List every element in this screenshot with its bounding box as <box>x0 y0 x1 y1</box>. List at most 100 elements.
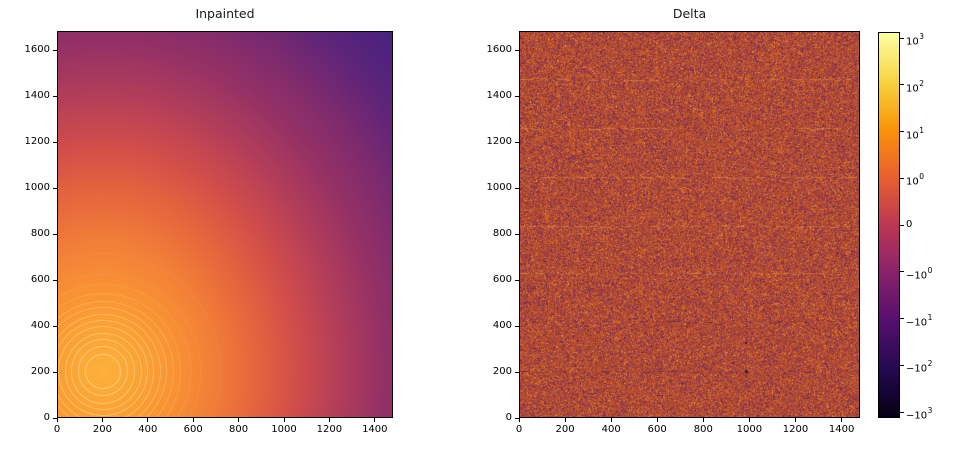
y-tick-label: 1400 <box>24 90 50 102</box>
exponent: 3 <box>927 406 933 415</box>
exponent: 1 <box>919 125 925 135</box>
colorbar-tick-label: 0 <box>906 219 913 230</box>
y-tick-label: 0 <box>43 412 50 423</box>
y-tick-mark <box>53 187 57 189</box>
x-tick-label: 600 <box>647 424 667 435</box>
exponent: 0 <box>919 172 925 182</box>
x-tick-label: 400 <box>601 424 621 435</box>
colorbar-tick-label: 101 <box>906 125 925 141</box>
inpainted-title: Inpainted <box>195 6 255 21</box>
x-tick-label: 800 <box>693 424 713 435</box>
y-tick-label: 1000 <box>24 182 50 194</box>
colorbar-tick-mark <box>900 131 904 132</box>
y-tick-label: 400 <box>492 320 512 332</box>
x-tick-mark <box>192 418 194 422</box>
x-tick-mark <box>238 418 240 422</box>
y-tick-mark <box>515 417 519 419</box>
y-tick-mark <box>515 279 519 281</box>
x-tick-label: 1000 <box>736 424 763 435</box>
y-tick-mark <box>53 371 57 373</box>
y-tick-label: 800 <box>492 228 512 240</box>
x-tick-mark <box>610 418 612 422</box>
y-tick-label: 600 <box>30 274 50 286</box>
x-tick-label: 0 <box>53 424 61 435</box>
x-tick-mark <box>656 418 658 422</box>
x-tick-mark <box>841 418 843 422</box>
y-tick-label: 600 <box>492 274 512 286</box>
colorbar-tick-label: −103 <box>906 406 933 422</box>
y-tick-mark <box>515 95 519 97</box>
colorbar-tick-mark <box>900 364 904 366</box>
colorbar-tick-label: 100 <box>906 172 925 188</box>
y-tick-mark <box>515 187 519 189</box>
y-tick-label: 800 <box>30 228 50 240</box>
colorbar-tick-mark <box>900 177 904 179</box>
colorbar-tick-label: −100 <box>906 265 933 282</box>
colorbar-tick-mark <box>900 411 904 413</box>
colorbar-tick-mark <box>900 318 904 319</box>
x-tick-mark <box>328 418 330 422</box>
y-tick-label: 1600 <box>24 44 50 56</box>
delta-plot-area <box>519 31 860 418</box>
y-tick-mark <box>515 233 519 235</box>
x-tick-label: 0 <box>515 424 523 435</box>
psf-ring <box>58 253 222 417</box>
exponent: 1 <box>927 312 933 322</box>
x-tick-label: 1200 <box>782 424 809 435</box>
y-tick-mark <box>515 325 519 327</box>
y-tick-mark <box>515 49 519 51</box>
colorbar-tick-label: −101 <box>906 312 933 328</box>
y-tick-label: 0 <box>505 412 512 423</box>
colorbar <box>878 32 900 418</box>
exponent: 2 <box>919 78 925 88</box>
y-tick-mark <box>53 325 57 327</box>
y-tick-mark <box>515 371 519 373</box>
colorbar-tick-label: 102 <box>906 78 925 95</box>
x-tick-label: 200 <box>555 424 575 435</box>
x-tick-mark <box>283 418 285 422</box>
x-tick-label: 200 <box>92 424 112 435</box>
colorbar-tick-mark <box>900 84 904 86</box>
y-tick-label: 1600 <box>486 44 512 56</box>
x-tick-mark <box>564 418 566 422</box>
x-tick-label: 1200 <box>316 424 343 435</box>
delta-image <box>520 32 859 417</box>
y-tick-mark <box>53 49 57 51</box>
y-tick-mark <box>53 233 57 235</box>
x-tick-mark <box>56 418 58 422</box>
x-tick-mark <box>748 418 750 422</box>
colorbar-tick-mark <box>900 37 904 39</box>
x-tick-mark <box>147 418 149 422</box>
colorbar-tick-label: −102 <box>906 359 933 375</box>
y-tick-label: 200 <box>30 366 50 377</box>
y-tick-label: 1200 <box>24 136 50 148</box>
colorbar-tick-mark <box>900 224 904 226</box>
y-tick-label: 200 <box>492 366 512 377</box>
x-tick-label: 400 <box>138 424 158 435</box>
x-tick-label: 600 <box>183 424 203 435</box>
exponent: 2 <box>927 359 933 369</box>
y-tick-label: 400 <box>30 320 50 332</box>
x-tick-mark <box>374 418 376 422</box>
x-tick-mark <box>702 418 704 422</box>
x-tick-mark <box>795 418 796 422</box>
exponent: 3 <box>919 32 925 41</box>
x-tick-label: 1400 <box>362 424 388 435</box>
colorbar-tick-label: 103 <box>906 32 925 48</box>
y-tick-mark <box>53 279 57 281</box>
y-tick-mark <box>53 141 57 143</box>
y-tick-mark <box>515 141 519 143</box>
exponent: 0 <box>927 265 933 275</box>
x-tick-label: 800 <box>229 424 249 435</box>
y-tick-label: 1400 <box>486 90 512 102</box>
inpainted-plot-area <box>57 31 393 418</box>
y-tick-mark <box>53 95 57 97</box>
x-tick-label: 1000 <box>271 424 297 435</box>
x-tick-mark <box>518 418 520 422</box>
colorbar-tick-mark <box>900 271 904 273</box>
y-tick-label: 1200 <box>486 136 512 148</box>
psf-rings <box>58 32 392 417</box>
y-tick-mark <box>53 417 57 419</box>
delta-title: Delta <box>672 6 707 21</box>
